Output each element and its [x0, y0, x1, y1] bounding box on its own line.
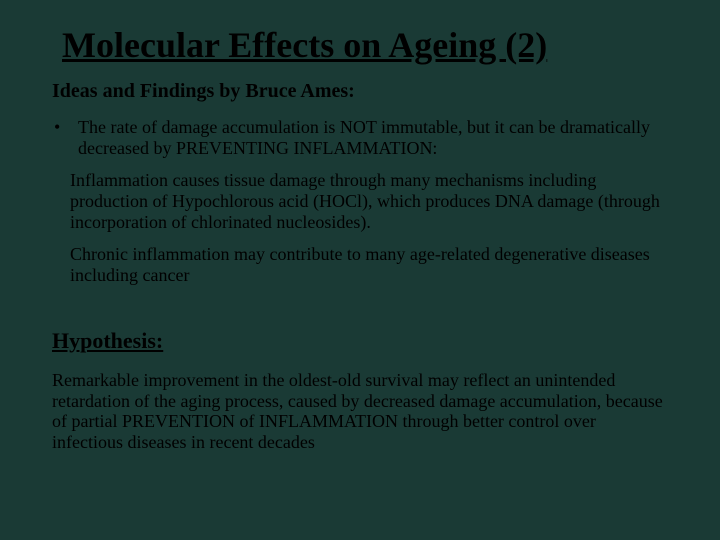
slide: Molecular Effects on Ageing (2) Ideas an… [0, 0, 720, 540]
body-paragraph-2: Chronic inflammation may contribute to m… [70, 244, 668, 285]
bullet-text: The rate of damage accumulation is NOT i… [78, 117, 668, 158]
hypothesis-heading: Hypothesis: [52, 328, 668, 354]
body-paragraph-1: Inflammation causes tissue damage throug… [70, 170, 668, 232]
hypothesis-text: Remarkable improvement in the oldest-old… [52, 370, 668, 453]
bullet-marker: • [52, 117, 78, 158]
slide-subtitle: Ideas and Findings by Bruce Ames: [52, 80, 668, 103]
slide-title: Molecular Effects on Ageing (2) [62, 24, 668, 66]
bullet-item: • The rate of damage accumulation is NOT… [52, 117, 668, 158]
